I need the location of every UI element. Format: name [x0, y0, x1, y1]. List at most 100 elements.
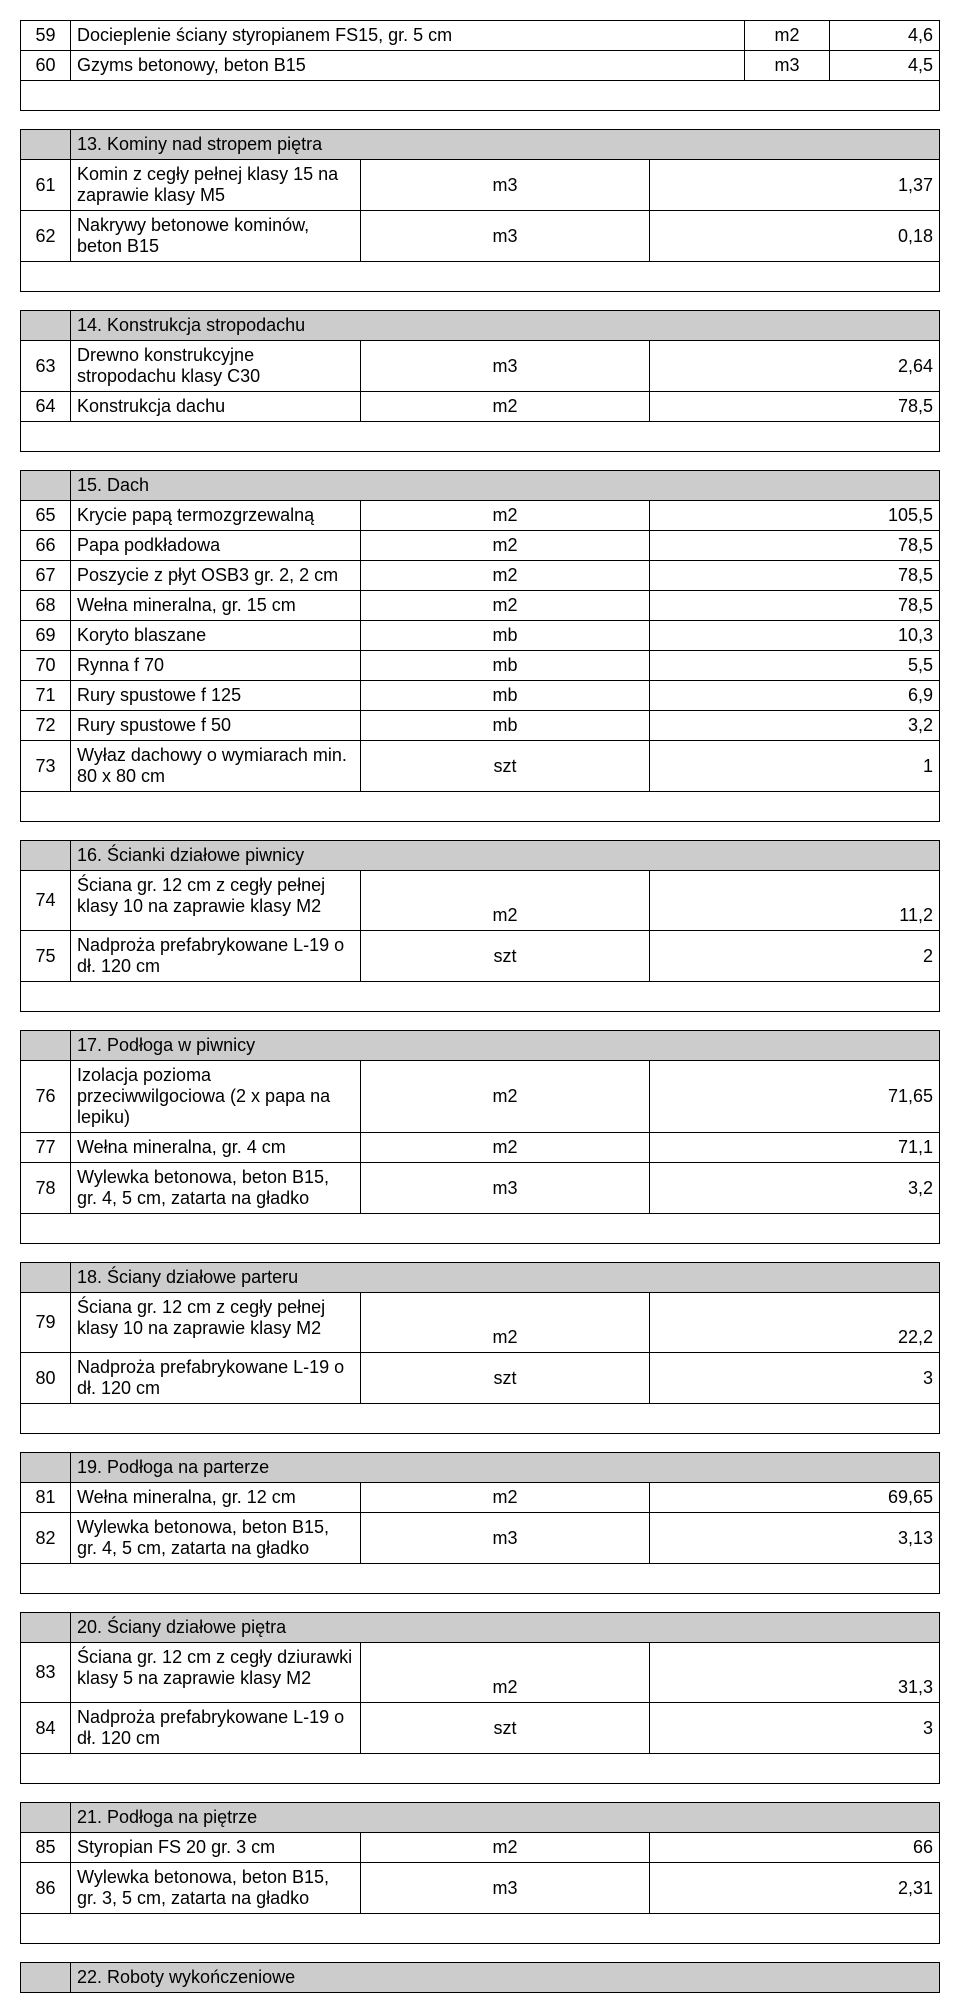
row-value: 1,37: [650, 160, 940, 211]
row-description: Poszycie z płyt OSB3 gr. 2, 2 cm: [71, 561, 361, 591]
table-row: [21, 1754, 940, 1784]
section-header-num: [21, 841, 71, 871]
table-row: 79Ściana gr. 12 cm z cegły pełnej klasy …: [21, 1293, 940, 1353]
blank-cell: [71, 1914, 361, 1944]
table-row: 16. Ścianki działowe piwnicy: [21, 841, 940, 871]
row-number: 80: [21, 1353, 71, 1404]
blank-cell: [71, 262, 361, 292]
row-unit: m2: [360, 1293, 650, 1353]
section-header-num: [21, 1453, 71, 1483]
row-description: Ściana gr. 12 cm z cegły pełnej klasy 10…: [71, 871, 361, 931]
row-unit: m3: [745, 51, 830, 81]
table-row: 71Rury spustowe f 125mb6,9: [21, 681, 940, 711]
row-description: Wełna mineralna, gr. 15 cm: [71, 591, 361, 621]
table-row: [21, 1214, 940, 1244]
row-number: 67: [21, 561, 71, 591]
row-number: 62: [21, 211, 71, 262]
blank-cell: [21, 1754, 71, 1784]
row-description: Rury spustowe f 50: [71, 711, 361, 741]
row-value: 69,65: [650, 1483, 940, 1513]
section-header-num: [21, 1803, 71, 1833]
table-row: 21. Podłoga na piętrze: [21, 1803, 940, 1833]
section-header-title: 13. Kominy nad stropem piętra: [71, 130, 940, 160]
section-spacer: [20, 1944, 940, 1962]
row-description: Rury spustowe f 125: [71, 681, 361, 711]
blank-cell: [71, 422, 361, 452]
table-row: 76Izolacja pozioma przeciwwilgociowa (2 …: [21, 1061, 940, 1133]
section-spacer: [20, 1784, 940, 1802]
row-value: 10,3: [650, 621, 940, 651]
row-value: 4,5: [830, 51, 940, 81]
row-number: 86: [21, 1863, 71, 1914]
section-header-num: [21, 471, 71, 501]
row-value: 5,5: [650, 651, 940, 681]
row-value: 3,13: [650, 1513, 940, 1564]
cost-estimate-table: 21. Podłoga na piętrze85Styropian FS 20 …: [20, 1802, 940, 1944]
row-number: 73: [21, 741, 71, 792]
section-spacer: [20, 452, 940, 470]
row-description: Konstrukcja dachu: [71, 392, 361, 422]
section-header-title: 21. Podłoga na piętrze: [71, 1803, 940, 1833]
blank-cell: [650, 982, 940, 1012]
row-number: 71: [21, 681, 71, 711]
table-row: 86Wylewka betonowa, beton B15, gr. 3, 5 …: [21, 1863, 940, 1914]
row-number: 72: [21, 711, 71, 741]
row-number: 68: [21, 591, 71, 621]
section-header-num: [21, 1263, 71, 1293]
row-number: 69: [21, 621, 71, 651]
section-header-num: [21, 130, 71, 160]
table-row: 81Wełna mineralna, gr. 12 cmm269,65: [21, 1483, 940, 1513]
table-row: [21, 262, 940, 292]
row-value: 1: [650, 741, 940, 792]
table-row: [21, 792, 940, 822]
row-unit: szt: [360, 741, 650, 792]
blank-cell: [360, 1564, 650, 1594]
section-spacer: [20, 822, 940, 840]
cost-estimate-table: 59Docieplenie ściany styropianem FS15, g…: [20, 20, 940, 111]
row-description: Nadproża prefabrykowane L-19 o dł. 120 c…: [71, 1703, 361, 1754]
row-value: 2: [650, 931, 940, 982]
row-unit: mb: [360, 651, 650, 681]
blank-cell: [21, 1404, 71, 1434]
table-row: 18. Ściany działowe parteru: [21, 1263, 940, 1293]
row-value: 3: [650, 1353, 940, 1404]
row-description: Koryto blaszane: [71, 621, 361, 651]
row-number: 74: [21, 871, 71, 931]
blank-cell: [650, 1564, 940, 1594]
row-number: 66: [21, 531, 71, 561]
row-number: 64: [21, 392, 71, 422]
row-number: 63: [21, 341, 71, 392]
blank-cell: [360, 1914, 650, 1944]
row-unit: szt: [360, 931, 650, 982]
blank-cell: [21, 422, 71, 452]
row-number: 78: [21, 1163, 71, 1214]
row-description: Komin z cegły pełnej klasy 15 na zaprawi…: [71, 160, 361, 211]
cost-estimate-table: 13. Kominy nad stropem piętra61Komin z c…: [20, 129, 940, 292]
table-row: [21, 81, 940, 111]
cost-estimate-table: 20. Ściany działowe piętra83Ściana gr. 1…: [20, 1612, 940, 1784]
row-description: Wylewka betonowa, beton B15, gr. 4, 5 cm…: [71, 1513, 361, 1564]
row-unit: m2: [745, 21, 830, 51]
row-unit: mb: [360, 681, 650, 711]
row-number: 59: [21, 21, 71, 51]
section-header-num: [21, 1031, 71, 1061]
row-value: 22,2: [650, 1293, 940, 1353]
row-value: 4,6: [830, 21, 940, 51]
row-unit: szt: [360, 1353, 650, 1404]
blank-cell: [71, 982, 361, 1012]
cost-estimate-table: 17. Podłoga w piwnicy76Izolacja pozioma …: [20, 1030, 940, 1244]
row-description: Ściana gr. 12 cm z cegły dziurawki klasy…: [71, 1643, 361, 1703]
table-row: 67Poszycie z płyt OSB3 gr. 2, 2 cmm278,5: [21, 561, 940, 591]
section-spacer: [20, 111, 940, 129]
row-value: 78,5: [650, 531, 940, 561]
row-number: 79: [21, 1293, 71, 1353]
blank-cell: [650, 422, 940, 452]
row-description: Wylewka betonowa, beton B15, gr. 4, 5 cm…: [71, 1163, 361, 1214]
row-description: Wylewka betonowa, beton B15, gr. 3, 5 cm…: [71, 1863, 361, 1914]
row-unit: m3: [360, 211, 650, 262]
table-row: 20. Ściany działowe piętra: [21, 1613, 940, 1643]
row-unit: mb: [360, 621, 650, 651]
table-row: 69Koryto blaszanemb10,3: [21, 621, 940, 651]
row-number: 82: [21, 1513, 71, 1564]
section-spacer: [20, 1594, 940, 1612]
